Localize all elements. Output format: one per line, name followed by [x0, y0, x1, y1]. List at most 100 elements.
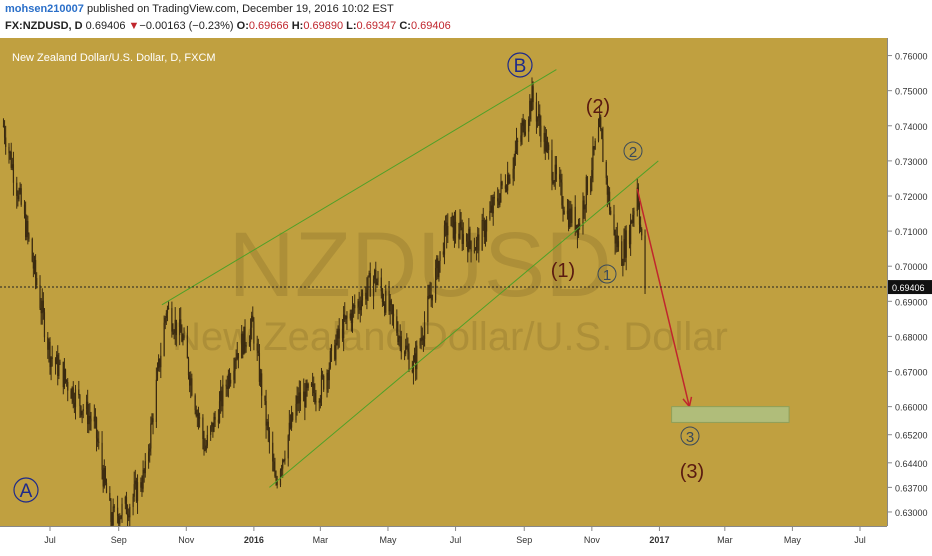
- published-text: published on TradingView.com, December 1…: [86, 3, 394, 15]
- candle-body: [509, 178, 511, 184]
- candle-body: [214, 416, 216, 420]
- candle-body: [33, 260, 36, 269]
- time-axis[interactable]: Jul Sep Nov 2016 Mar May Jul Sep Nov 2017 Mar May Ju…: [0, 526, 887, 551]
- candle-body: [577, 223, 580, 236]
- candle-body: [520, 135, 522, 142]
- candle-body: [460, 221, 462, 228]
- candle-body: [213, 416, 215, 432]
- price-tick-label: 0.73000: [895, 157, 928, 167]
- candle-body: [405, 345, 407, 354]
- minor-wave-2[interactable]: 2: [623, 141, 643, 161]
- candle-body: [593, 146, 595, 150]
- candle-body: [119, 518, 121, 524]
- channel-line[interactable]: [161, 69, 557, 306]
- wave-label-B[interactable]: B: [507, 52, 533, 78]
- price-tick-label: 0.74000: [895, 122, 928, 132]
- low-value: 0.69347: [356, 20, 397, 32]
- candle-body: [346, 315, 348, 319]
- channel-line[interactable]: [269, 160, 659, 488]
- candle-body: [51, 357, 53, 359]
- candle-body: [469, 228, 471, 242]
- candle-body: [361, 292, 364, 301]
- candle-body: [380, 277, 382, 292]
- candle-body: [157, 358, 160, 369]
- candle-body: [212, 422, 214, 432]
- author-link[interactable]: mohsen210007: [5, 3, 84, 15]
- candle-body: [524, 131, 526, 135]
- candle-body: [436, 258, 438, 269]
- candle-body: [399, 336, 401, 339]
- candle-body: [190, 378, 192, 386]
- candle-body: [400, 336, 402, 353]
- candle-body: [605, 162, 607, 179]
- chart-canvas[interactable]: NZDUSD New Zealand Dollar/U.S. Dollar Ne…: [0, 38, 887, 526]
- candle-body: [321, 375, 324, 377]
- candle-body: [234, 360, 236, 371]
- price-axis-canvas[interactable]: 0.76000 0.75000 0.74000 0.73000 0.72000 0.710…: [888, 38, 932, 526]
- candle-body: [151, 418, 153, 424]
- chart-pane[interactable]: NZDUSD New Zealand Dollar/U.S. Dollar Ne…: [0, 38, 887, 526]
- candle-body: [142, 469, 144, 489]
- candle-body: [167, 308, 170, 310]
- minor-wave-3[interactable]: 3: [680, 426, 700, 446]
- candle-body: [431, 294, 433, 301]
- candle-body: [579, 223, 581, 226]
- candle-body: [328, 367, 330, 381]
- candle-body: [397, 332, 399, 343]
- time-tick-label: Sep: [516, 535, 532, 545]
- high-value: 0.69890: [303, 20, 344, 32]
- candle-body: [560, 179, 562, 183]
- candle-body: [172, 331, 174, 334]
- candle-body: [56, 354, 58, 365]
- candle-body: [454, 221, 457, 234]
- candle-body: [616, 235, 618, 248]
- candle-body: [225, 384, 227, 387]
- candle-body: [452, 215, 454, 239]
- candle-body: [264, 395, 266, 401]
- candle-body: [597, 127, 600, 141]
- candle-body: [156, 368, 159, 380]
- candle-body: [326, 372, 328, 390]
- candle-body: [8, 146, 10, 154]
- time-axis-canvas[interactable]: Jul Sep Nov 2016 Mar May Jul Sep Nov 2017 Mar May Ju…: [0, 527, 887, 551]
- candle-body: [163, 322, 165, 356]
- candle-body: [466, 234, 468, 242]
- candle-body: [128, 515, 130, 518]
- candle-body: [97, 438, 99, 442]
- wave-label-1[interactable]: (1): [551, 260, 575, 282]
- symbol-label[interactable]: FX:NZDUSD, D: [5, 20, 83, 32]
- candle-body: [391, 304, 393, 314]
- candle-body: [89, 415, 91, 419]
- candle-body: [133, 484, 135, 497]
- price-axis[interactable]: 0.76000 0.75000 0.74000 0.73000 0.72000 0.710…: [887, 38, 932, 526]
- candle-body: [87, 401, 89, 425]
- candle-body: [606, 178, 608, 195]
- candle-body: [462, 234, 464, 244]
- candle-body: [327, 372, 329, 381]
- candle-body: [562, 205, 564, 211]
- candle-body: [48, 341, 50, 350]
- candle-body: [284, 458, 286, 461]
- target-zone-box[interactable]: [671, 406, 790, 423]
- candle-body: [530, 100, 532, 112]
- candle-body: [638, 207, 641, 225]
- forecast-arrow[interactable]: [636, 188, 691, 407]
- candle-body: [453, 221, 456, 239]
- minor-wave-1[interactable]: 1: [597, 264, 617, 284]
- candle-body: [171, 308, 173, 332]
- candle-body: [265, 400, 267, 426]
- wave-label-A[interactable]: A: [13, 477, 39, 503]
- candle-body: [109, 492, 111, 501]
- wave-label-3[interactable]: (3): [680, 461, 704, 483]
- candle-body: [111, 521, 113, 526]
- candle-body: [482, 220, 484, 222]
- candle-body: [191, 378, 193, 396]
- candle-body: [369, 273, 371, 297]
- wave-label-2[interactable]: (2): [586, 96, 610, 118]
- candle-body: [567, 210, 570, 228]
- candle-body: [126, 513, 129, 516]
- candle-body: [303, 391, 305, 402]
- candle-body: [10, 151, 12, 168]
- candle-body: [545, 141, 548, 152]
- candle-body: [512, 168, 514, 179]
